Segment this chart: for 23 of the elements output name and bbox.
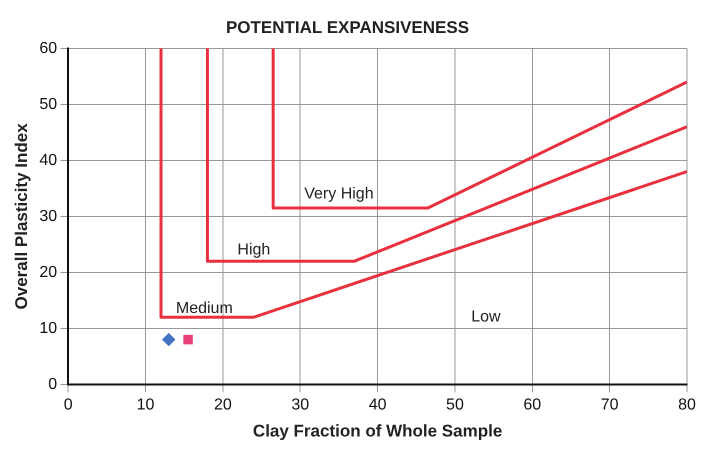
x-axis-title: Clay Fraction of Whole Sample (252, 421, 502, 440)
x-tick-label: 30 (291, 396, 310, 414)
x-tick-label: 20 (214, 396, 232, 414)
y-tick-label: 60 (39, 40, 58, 57)
y-tick-label: 40 (39, 152, 58, 169)
x-tick-label: 80 (678, 396, 696, 414)
annotation: Low (471, 308, 502, 326)
y-axis-title: Overall Plasticity Index (12, 122, 31, 310)
x-tick-label: 60 (523, 396, 542, 414)
x-tick-label: 0 (64, 396, 73, 414)
y-tick-label: 0 (48, 376, 58, 393)
y-tick-label: 20 (39, 264, 58, 281)
annotation: Medium (176, 300, 233, 318)
chart-title: POTENTIAL EXPANSIVENESS (226, 18, 470, 37)
x-tick-label: 70 (600, 396, 619, 414)
annotation: High (237, 241, 270, 258)
y-tick-label: 10 (39, 320, 58, 337)
x-tick-label: 40 (368, 396, 387, 414)
x-tick-label: 10 (136, 396, 155, 414)
x-tick-label: 50 (446, 396, 464, 414)
y-tick-label: 30 (39, 208, 58, 225)
annotation: Very High (304, 185, 374, 202)
y-tick-label: 50 (39, 96, 58, 113)
